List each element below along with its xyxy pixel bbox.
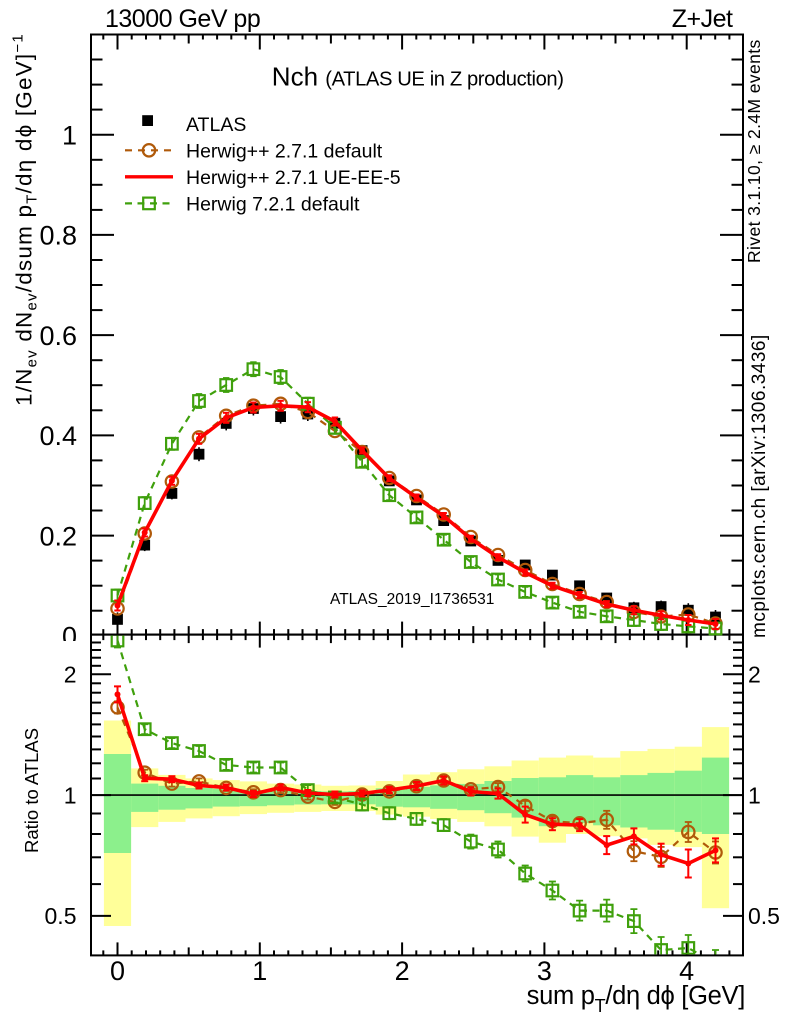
svg-text:2: 2 xyxy=(748,662,761,688)
svg-text:ATLAS_2019_I1736531: ATLAS_2019_I1736531 xyxy=(330,591,494,608)
svg-text:2: 2 xyxy=(395,956,410,986)
svg-text:13000 GeV pp: 13000 GeV pp xyxy=(105,5,260,33)
svg-text:2: 2 xyxy=(64,662,77,688)
svg-text:Rivet 3.1.10, ≥ 2.4M events: Rivet 3.1.10, ≥ 2.4M events xyxy=(744,39,764,263)
svg-text:0.8: 0.8 xyxy=(39,221,77,251)
svg-text:1: 1 xyxy=(64,782,77,808)
svg-text:0.2: 0.2 xyxy=(39,521,77,551)
svg-text:1: 1 xyxy=(62,120,77,150)
svg-text:ATLAS: ATLAS xyxy=(186,114,246,136)
svg-text:4: 4 xyxy=(679,956,694,986)
svg-text:Ratio to ATLAS: Ratio to ATLAS xyxy=(21,728,42,853)
svg-text:0.5: 0.5 xyxy=(45,903,77,929)
svg-text:Z+Jet: Z+Jet xyxy=(672,5,733,33)
svg-text:1/Nev dNev/dsum pT/dη dϕ [GeV: 1/Nev dNev/dsum pT/dη dϕ [GeV]−1 xyxy=(10,33,41,406)
svg-text:0: 0 xyxy=(62,622,77,652)
svg-text:Herwig 7.2.1 default: Herwig 7.2.1 default xyxy=(186,194,360,216)
svg-text:1: 1 xyxy=(252,956,267,986)
svg-text:0.5: 0.5 xyxy=(748,903,780,929)
svg-text:0.4: 0.4 xyxy=(39,421,77,451)
svg-text:3: 3 xyxy=(537,956,552,986)
svg-text:1: 1 xyxy=(748,782,761,808)
svg-text:Herwig++ 2.7.1 UE-EE-5: Herwig++ 2.7.1 UE-EE-5 xyxy=(186,167,401,189)
svg-text:Herwig++ 2.7.1 default: Herwig++ 2.7.1 default xyxy=(186,141,383,163)
svg-text:0: 0 xyxy=(110,956,125,986)
svg-text:mcplots.cern.ch [arXiv:1306.34: mcplots.cern.ch [arXiv:1306.3436] xyxy=(749,334,770,638)
svg-text:0.6: 0.6 xyxy=(39,321,77,351)
